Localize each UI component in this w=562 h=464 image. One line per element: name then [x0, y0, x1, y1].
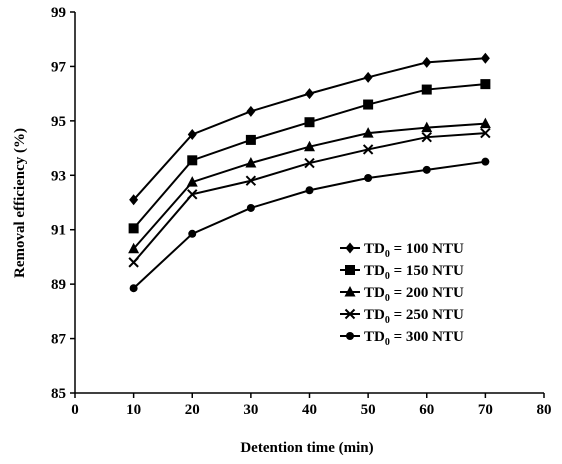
- data-point: [304, 157, 315, 169]
- data-point: [188, 229, 197, 238]
- legend-label-suffix: = 300 NTU: [390, 329, 464, 345]
- legend-label-subscript: 0: [385, 315, 390, 326]
- data-point: [479, 117, 491, 129]
- plot-area: [128, 52, 491, 293]
- legend-marker: [345, 242, 355, 254]
- data-point: [362, 144, 374, 155]
- data-point: [304, 140, 315, 152]
- data-point: [481, 157, 490, 166]
- legend-label: TD0 = 150 NTU: [364, 263, 464, 282]
- data-point: [305, 88, 314, 100]
- legend-item-3: TD0 = 200 NTU: [340, 285, 464, 304]
- legend-label-name: TD: [364, 307, 385, 323]
- data-point: [480, 127, 491, 139]
- series-4: [128, 127, 491, 268]
- series-line: [132, 83, 486, 230]
- legend-label-subscript: 0: [385, 293, 390, 304]
- data-point: [305, 186, 314, 195]
- x-tick-label: 50: [361, 402, 376, 418]
- data-point: [128, 223, 139, 234]
- legend-label-suffix: = 100 NTU: [390, 241, 464, 257]
- axes: [74, 12, 544, 394]
- ticks: 85 87 89 91 93 95 97 99 0 10 20 30 40 50 60 70 80: [51, 5, 552, 418]
- data-point: [362, 127, 374, 138]
- legend-item-5: TD0 = 300 NTU: [340, 329, 464, 348]
- data-point: [363, 99, 374, 110]
- x-tick-label: 60: [419, 402, 434, 418]
- legend-label-name: TD: [364, 285, 385, 301]
- legend-label-name: TD: [364, 263, 385, 279]
- series-3: [128, 117, 491, 254]
- legend-item-2: TD0 = 150 NTU: [340, 263, 464, 282]
- legend-label-subscript: 0: [385, 271, 390, 282]
- data-point: [128, 242, 140, 254]
- series-2: [128, 79, 491, 234]
- data-point: [480, 52, 490, 64]
- legend-label: TD0 = 200 NTU: [364, 285, 464, 304]
- legend-label: TD0 = 250 NTU: [364, 307, 464, 326]
- series-1: [129, 52, 490, 206]
- legend-label-subscript: 0: [385, 337, 390, 348]
- legend-marker: [346, 332, 354, 340]
- data-point: [245, 157, 257, 168]
- y-tick-label: 95: [51, 114, 66, 130]
- data-point: [364, 174, 373, 183]
- legend-label-subscript: 0: [385, 249, 390, 260]
- data-point: [421, 131, 432, 143]
- y-tick-label: 89: [51, 277, 66, 293]
- data-point: [422, 165, 431, 174]
- y-tick-label: 85: [51, 386, 66, 402]
- data-point: [304, 117, 315, 128]
- y-tick-label: 87: [51, 332, 67, 348]
- y-tick-label: 99: [51, 5, 66, 21]
- data-point: [187, 128, 197, 140]
- x-tick-label: 10: [126, 402, 141, 418]
- legend-label-suffix: = 200 NTU: [390, 285, 464, 301]
- data-point: [128, 257, 139, 268]
- legend-label: TD0 = 300 NTU: [364, 329, 464, 348]
- x-tick-label: 80: [537, 402, 552, 418]
- series-line: [132, 57, 486, 201]
- legend-label-name: TD: [364, 329, 385, 345]
- legend-marker: [345, 265, 355, 275]
- data-point: [129, 284, 138, 293]
- y-tick-label: 91: [51, 223, 66, 239]
- legend-item-4: TD0 = 250 NTU: [340, 307, 464, 326]
- legend-label: TD0 = 100 NTU: [364, 241, 464, 260]
- data-point: [245, 134, 256, 145]
- x-tick-label: 0: [71, 402, 79, 418]
- data-point: [246, 203, 255, 212]
- data-point: [422, 56, 432, 68]
- x-tick-label: 70: [478, 402, 493, 418]
- data-point: [245, 175, 257, 186]
- data-point: [187, 189, 198, 200]
- data-point: [480, 79, 491, 90]
- data-point: [421, 84, 432, 95]
- y-tick-label: 97: [51, 59, 67, 75]
- x-axis-title: Detention time (min): [240, 440, 373, 456]
- y-axis-title: Removal efficiency (%): [12, 128, 28, 278]
- data-point: [246, 105, 256, 117]
- data-point: [186, 176, 198, 187]
- x-tick-label: 30: [243, 402, 258, 418]
- x-tick-label: 20: [185, 402, 200, 418]
- y-tick-label: 93: [51, 168, 66, 184]
- data-point: [363, 71, 373, 83]
- data-point: [187, 155, 198, 166]
- legend-label-suffix: = 150 NTU: [390, 263, 464, 279]
- legend-item-1: TD0 = 100 NTU: [340, 241, 464, 260]
- x-tick-label: 40: [302, 402, 317, 418]
- legend-label-suffix: = 250 NTU: [390, 307, 464, 323]
- data-point: [129, 194, 139, 206]
- legend-label-name: TD: [364, 241, 385, 257]
- legend-marker: [344, 286, 356, 297]
- legend-marker: [344, 308, 356, 320]
- series-5: [129, 157, 490, 293]
- data-point: [421, 121, 433, 133]
